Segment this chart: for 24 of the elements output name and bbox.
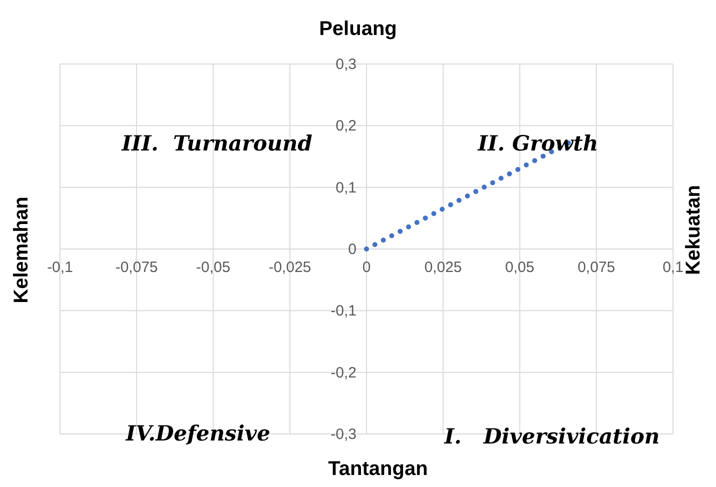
x-tick-label: 0,05 [505, 259, 534, 276]
annotation: III. Turnaround [122, 130, 312, 156]
x-tick-label: 0,075 [578, 259, 616, 276]
x-tick-label: 0,025 [424, 259, 462, 276]
x-tick-label: -0,05 [196, 259, 230, 276]
y-tick-label: -0,1 [330, 302, 356, 320]
annotation: I. Diversivication [444, 424, 660, 448]
x-tick-label: 0 [362, 259, 371, 276]
annotation: II. Growth [478, 130, 598, 156]
y-tick-label: 0 [348, 241, 356, 258]
y-tick-label: -0,3 [330, 426, 356, 443]
x-tick-label: -0,075 [115, 259, 158, 276]
y-tick-label: -0,2 [330, 364, 356, 382]
y-tick-label: 0,1 [336, 179, 356, 196]
chart-title: Peluang [318, 18, 398, 41]
x-tick-label: 0,1 [662, 259, 684, 276]
y-tick-label: 0,3 [336, 56, 356, 73]
y-tick-label: 0,2 [336, 118, 356, 135]
y-axis-title: Kelemahan [10, 196, 34, 304]
x-axis-title: Tantangan [327, 458, 429, 481]
x-tick-label: -0,1 [47, 259, 73, 276]
x-tick-label: -0,025 [268, 259, 312, 276]
y2-axis-title: Kekuatan [682, 184, 706, 276]
annotation: IV.Defensive [126, 420, 270, 446]
